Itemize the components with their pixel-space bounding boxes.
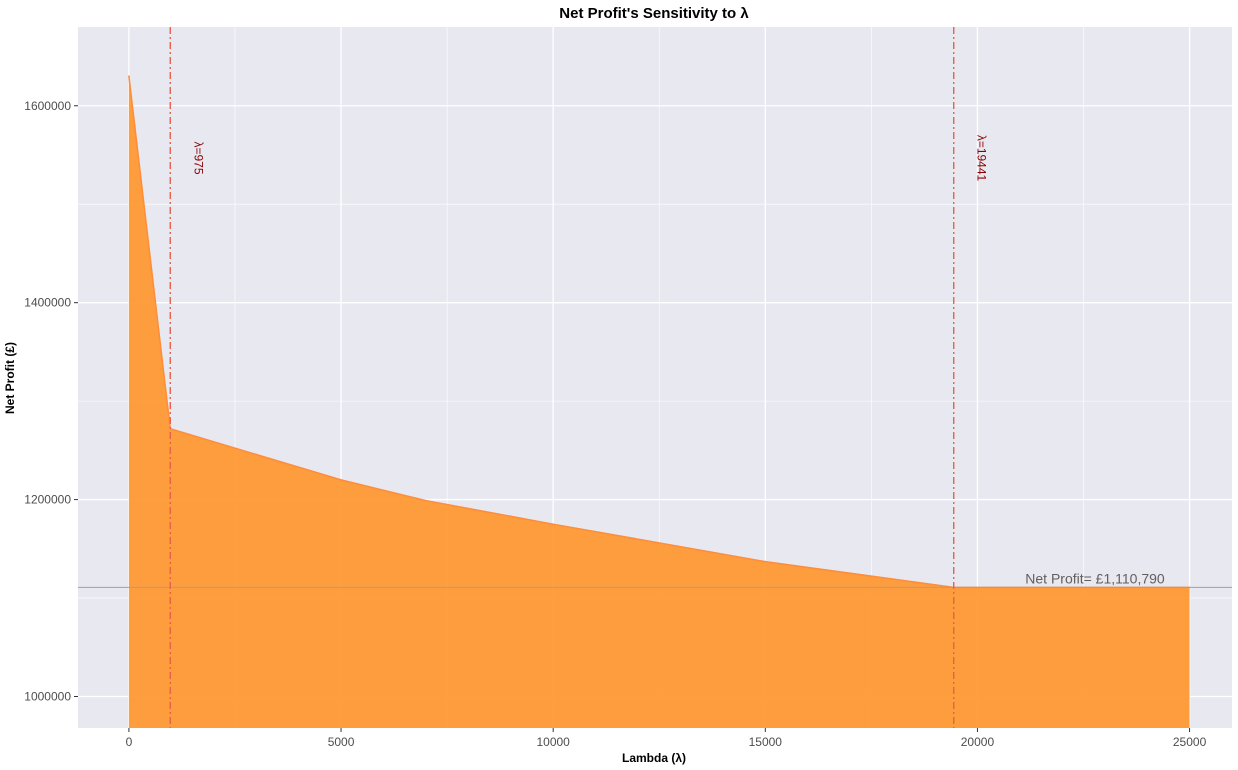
y-axis-ticks: 1000000 1200000 1400000 1600000 xyxy=(24,99,78,703)
x-tick-label: 20000 xyxy=(961,735,995,749)
x-tick-label: 15000 xyxy=(749,735,783,749)
data-point xyxy=(552,523,554,525)
x-tick-label: 0 xyxy=(126,735,133,749)
x-tick-label: 25000 xyxy=(1173,735,1207,749)
x-axis-title: Lambda (λ) xyxy=(622,751,686,765)
reference-vlines: λ=975 λ=19441 xyxy=(169,27,989,728)
x-axis-ticks: 0 5000 10000 15000 20000 25000 xyxy=(126,728,1207,749)
lambda-vline-label: λ=975 xyxy=(191,141,205,174)
data-point xyxy=(340,479,342,481)
y-tick-label: 1400000 xyxy=(24,296,71,310)
lambda-vline-label: λ=19441 xyxy=(975,135,989,182)
x-tick-label: 10000 xyxy=(536,735,570,749)
y-axis-title: Net Profit (£) xyxy=(3,342,17,414)
data-point xyxy=(764,560,767,563)
y-tick-label: 1200000 xyxy=(24,493,71,507)
area-fill xyxy=(128,76,1190,728)
data-point xyxy=(128,75,130,78)
reference-hline: Net Profit= £1,110,790 xyxy=(78,570,1232,588)
y-tick-label: 1600000 xyxy=(24,99,71,113)
chart-title: Net Profit's Sensitivity to λ xyxy=(559,5,749,22)
x-tick-label: 5000 xyxy=(328,735,355,749)
y-tick-label: 1000000 xyxy=(24,689,71,703)
data-point xyxy=(425,499,427,502)
area-line xyxy=(128,76,1190,589)
net-profit-label: Net Profit= £1,110,790 xyxy=(1025,570,1165,586)
